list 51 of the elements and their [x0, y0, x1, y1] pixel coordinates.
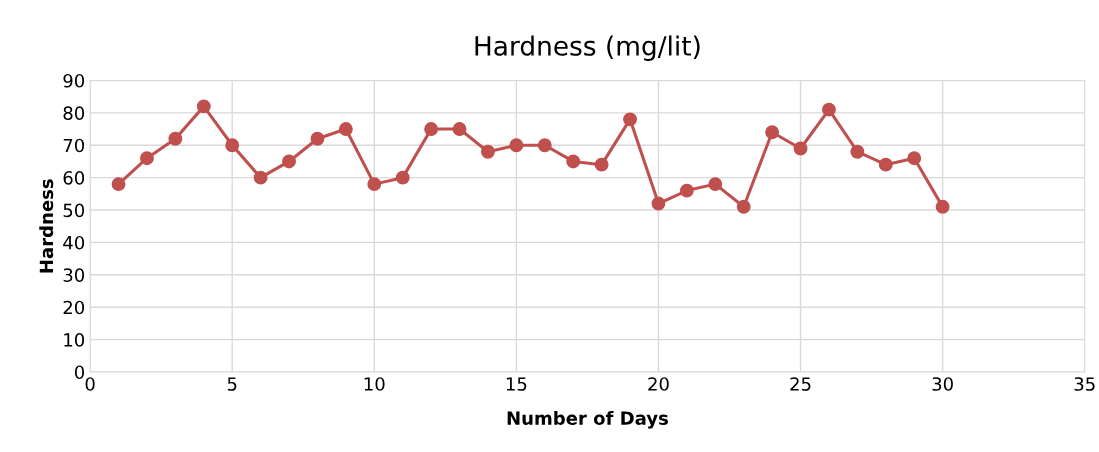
point — [338, 122, 353, 136]
x-axis-title: Number of Days — [507, 411, 668, 429]
point — [623, 112, 637, 127]
point — [765, 125, 780, 140]
point — [679, 183, 694, 198]
y-tick-label: 50 — [63, 203, 85, 218]
point — [537, 138, 552, 153]
point — [111, 177, 126, 192]
point — [566, 154, 581, 169]
y-tick-label: 30 — [63, 268, 85, 282]
y-tick-label: 60 — [63, 171, 85, 185]
x-tick-label: 20 — [648, 377, 669, 391]
y-axis-title: Hardness — [39, 179, 54, 273]
point — [822, 102, 836, 117]
x-tick-label: 10 — [364, 377, 385, 391]
point — [878, 157, 893, 172]
point — [736, 199, 751, 214]
x-tick-label: 35 — [1074, 377, 1095, 391]
point — [367, 177, 382, 192]
point — [168, 131, 183, 146]
y-tick-label: 10 — [64, 333, 85, 347]
y-tick-label: 70 — [63, 138, 85, 153]
chart-title: Hardness (mg/lit) — [475, 35, 700, 61]
x-tick-label: 30 — [932, 377, 953, 391]
point — [793, 141, 808, 156]
point — [253, 170, 268, 185]
point — [708, 177, 723, 192]
point — [452, 122, 467, 136]
point — [907, 151, 922, 166]
y-tick-label: 40 — [63, 235, 85, 250]
y-tick-label: 20 — [63, 300, 85, 315]
point — [935, 199, 950, 214]
point — [140, 151, 154, 166]
y-tick-label: 0 — [74, 365, 85, 380]
point — [481, 144, 495, 159]
point — [196, 99, 211, 114]
x-tick-label: 15 — [506, 377, 527, 391]
y-tick-label: 90 — [63, 73, 85, 88]
point — [850, 144, 865, 159]
x-tick-label: 25 — [790, 377, 811, 391]
point — [424, 122, 439, 136]
point — [594, 157, 609, 172]
x-tick-label: 5 — [227, 377, 237, 391]
y-tick-label: 80 — [63, 106, 85, 120]
x-tick-label: 0 — [85, 377, 95, 391]
point — [310, 131, 325, 146]
point — [395, 170, 410, 185]
point — [509, 138, 524, 153]
point — [651, 196, 666, 211]
point — [225, 138, 240, 153]
point — [282, 154, 296, 169]
